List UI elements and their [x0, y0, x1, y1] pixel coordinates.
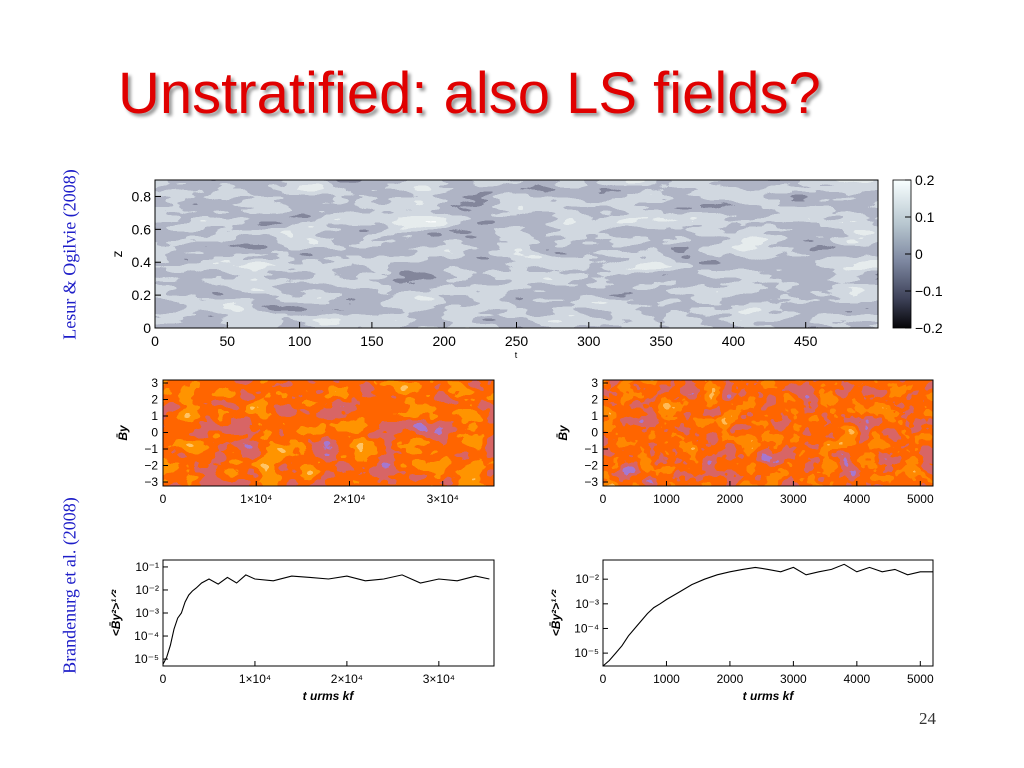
by-right-ytick-tick-label: −3 — [584, 475, 598, 489]
rmsr-ytick-label: 10⁻³ — [575, 597, 599, 611]
lesur-ytick-label: 0.4 — [132, 254, 152, 270]
rms-left-series-line — [162, 574, 490, 665]
slide-title: Unstratified: also LS fields? — [118, 61, 821, 126]
by-left-xtick-label: 0 — [160, 492, 167, 506]
lesur-xtick-label: 400 — [722, 333, 746, 349]
lesur-colorbar-tick-label: −0.2 — [915, 320, 943, 336]
lesur-xtick-label: 450 — [794, 333, 818, 349]
rms-left-ylabel: <B̄y²>¹ᐟ² — [109, 589, 123, 636]
lesur-xtick-label: 50 — [220, 333, 236, 349]
rmsr-ytick-label: 10⁻⁵ — [574, 646, 599, 660]
rmsl-ytick-label: 10⁻¹ — [135, 560, 159, 574]
by-right-heatmap: 0 1000 2000 3000 4000 5000 3 2 1 0 −1 −2 −3 B̄y — [556, 376, 934, 506]
by-right-ylabel: B̄y — [556, 424, 570, 441]
by-right-xtick-label: 5000 — [907, 492, 934, 506]
rmsl-ytick-label: 10⁻³ — [135, 606, 159, 620]
lesur-colorbar-tick-label: −0.1 — [915, 283, 943, 299]
page-number: 24 — [919, 709, 936, 728]
by-right-xtick-label: 3000 — [780, 492, 807, 506]
by-left-ytick-tick-label: −1 — [144, 442, 158, 456]
by-left-ytick-tick-label: 0 — [151, 426, 158, 440]
rmsr-ytick-label: 10⁻⁴ — [574, 621, 599, 635]
lesur-ytick-label: 0 — [143, 320, 151, 336]
lesur-xtick-label: 150 — [360, 333, 384, 349]
rmsr-ytick-label: 10⁻² — [575, 572, 599, 586]
rmsl-ytick-label: 10⁻⁴ — [134, 629, 159, 643]
lesur-xtick-label: 350 — [649, 333, 673, 349]
rmsr-xtick-label: 0 — [600, 672, 607, 686]
lesur-xlabel: t — [515, 350, 518, 360]
rms-right-xlabel: t urms kf — [743, 689, 795, 703]
lesur-ytick-label: 0.2 — [132, 287, 152, 303]
by-right-ytick-tick-label: 0 — [591, 426, 598, 440]
by-right-xtick-label: 4000 — [843, 492, 870, 506]
by-left-xtick-label: 1×10⁴ — [240, 492, 272, 506]
by-left-ytick-tick-label: 3 — [151, 376, 158, 390]
by-right-xtick-label: 1000 — [653, 492, 680, 506]
lesur-xtick-label: 100 — [288, 333, 312, 349]
lesur-colorbar-tick-label: 0.1 — [915, 209, 935, 225]
lesur-xtick-label: 300 — [577, 333, 601, 349]
rms-right-series-line — [602, 563, 933, 667]
rmsr-xtick-label: 4000 — [843, 672, 870, 686]
rmsl-ytick-label: 10⁻⁵ — [134, 652, 159, 666]
by-left-xtick-label: 2×10⁴ — [333, 492, 365, 506]
by-right-xtick-label: 0 — [600, 492, 607, 506]
rmsl-xtick-label: 2×10⁴ — [331, 672, 363, 686]
by-left-ytick-tick-label: 1 — [151, 409, 158, 423]
rms-right-plot: 0 1000 2000 3000 4000 5000 10⁻² 10⁻³ 10⁻⁴ 10⁻⁵ t… — [549, 559, 934, 703]
rmsr-xtick-label: 3000 — [780, 672, 807, 686]
lesur-xtick-label: 0 — [151, 333, 159, 349]
lesur-xtick-label: 200 — [433, 333, 457, 349]
lesur-xtick-label: 250 — [505, 333, 529, 349]
rms-left-xlabel: t urms kf — [303, 689, 355, 703]
by-left-heatmap: 0 1×10⁴ 2×10⁴ 3×10⁴ 3 2 1 0 −1 −2 −3 B̄y — [116, 376, 495, 506]
by-left-ylabel: B̄y — [116, 424, 130, 441]
by-right-ytick-tick-label: 3 — [591, 376, 598, 390]
rmsl-xtick-label: 0 — [160, 672, 167, 686]
lesur-colorbar-tick-label: 0 — [915, 246, 923, 262]
rmsr-xtick-label: 1000 — [653, 672, 680, 686]
rms-left-plot: 0 1×10⁴ 2×10⁴ 3×10⁴ 10⁻¹ 10⁻² 10⁻³ 10⁻⁴ 10⁻⁵ t … — [109, 559, 495, 703]
rmsl-ytick-label: 10⁻² — [135, 583, 159, 597]
by-left-field — [163, 380, 494, 486]
by-right-ytick-tick-label: −1 — [584, 442, 598, 456]
rmsr-xtick-label: 2000 — [717, 672, 744, 686]
lesur-heatmap: 0 50 100 150 200 250 300 350 400 450 0 0.2 0.4 0.6 0.… — [109, 172, 943, 360]
by-right-ytick-tick-label: −2 — [584, 459, 598, 473]
rmsl-xtick-label: 3×10⁴ — [423, 672, 455, 686]
by-left-xtick-label: 3×10⁴ — [427, 492, 459, 506]
by-right-field — [603, 380, 933, 486]
by-left-ytick-tick-label: −2 — [144, 459, 158, 473]
lesur-ytick-label: 0.6 — [132, 221, 152, 237]
by-left-ytick-tick-label: −3 — [144, 475, 158, 489]
by-right-ytick-tick-label: 1 — [591, 409, 598, 423]
rmsl-xtick-label: 1×10⁴ — [239, 672, 271, 686]
by-left-ytick-tick-label: 2 — [151, 393, 158, 407]
by-right-xtick-label: 2000 — [717, 492, 744, 506]
lesur-heatmap-field — [155, 180, 878, 328]
lesur-ytick-label: 0.8 — [132, 188, 152, 204]
lesur-colorbar-tick-label: 0.2 — [915, 172, 935, 188]
by-right-ytick-tick-label: 2 — [591, 393, 598, 407]
lesur-ylabel: z — [109, 251, 125, 258]
rms-right-ylabel: <B̄y²>¹ᐟ² — [549, 589, 563, 636]
rmsr-xtick-label: 5000 — [907, 672, 934, 686]
